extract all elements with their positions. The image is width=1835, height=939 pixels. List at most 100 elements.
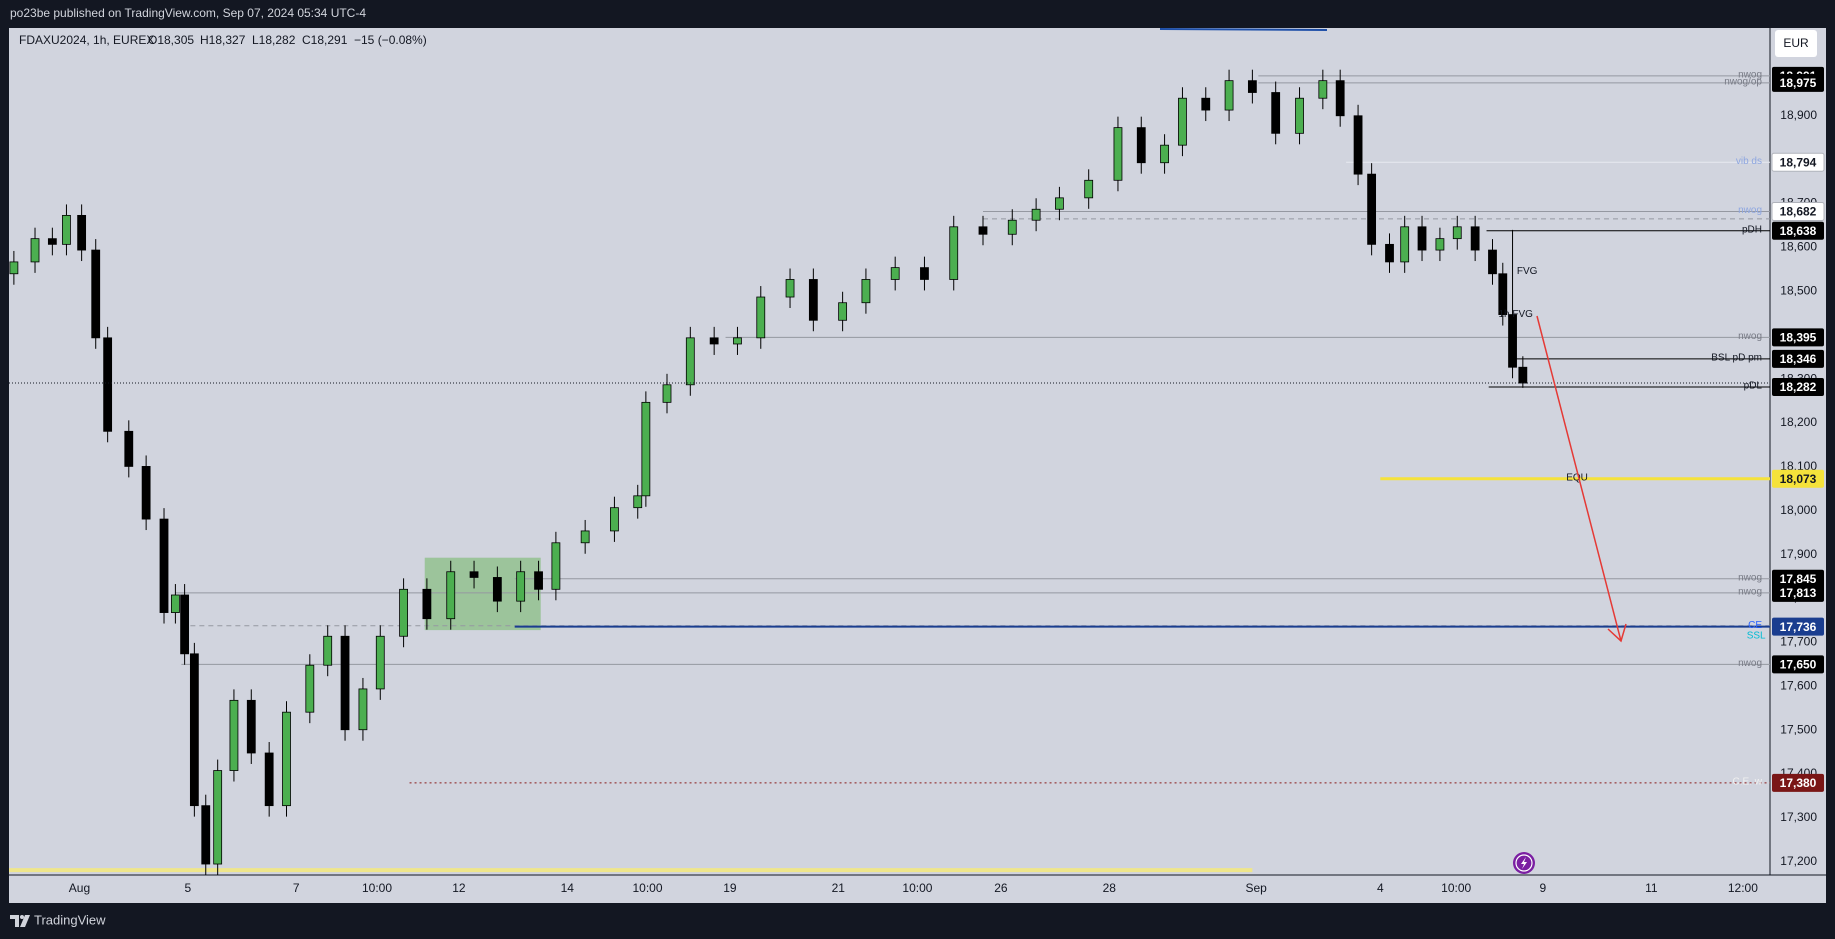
candle-body (641, 401, 651, 497)
candle-body (91, 249, 101, 339)
symbol: FDAXU2024, 1h, EUREX (19, 33, 154, 47)
x-tick-label: 5 (185, 881, 192, 895)
candle-body (1452, 226, 1462, 240)
candle-body (170, 594, 180, 613)
candle-body (785, 279, 795, 298)
level-label: nwog (1738, 69, 1762, 80)
change: −15 (−0.08%) (354, 33, 427, 47)
y-tick-label: 17,700 (1780, 635, 1817, 649)
candle-body (808, 279, 818, 321)
logo-part (20, 915, 30, 927)
candle-body (47, 238, 57, 245)
x-tick-label: 21 (832, 881, 846, 895)
arrow-line (1536, 315, 1622, 642)
price-tag-label: 18,682 (1780, 205, 1817, 219)
candle-body (1113, 127, 1123, 181)
candle-body (282, 711, 291, 807)
candle-body (180, 594, 190, 655)
drawing-line (1159, 28, 1328, 31)
y-tick-label: 18,200 (1780, 415, 1817, 429)
candle-body (77, 214, 87, 251)
price-tag (1772, 328, 1824, 347)
price-tag (1772, 569, 1824, 588)
price-tag (1772, 773, 1824, 792)
candle-body (1295, 97, 1304, 134)
candle-body (375, 635, 385, 690)
level-label: C.E. w (1733, 776, 1763, 787)
level-label: nwog/op (1724, 76, 1762, 87)
y-tick-label: 18,500 (1780, 283, 1817, 297)
y-tick-label: 17,600 (1780, 678, 1817, 692)
candle-body (838, 302, 848, 321)
candle-body (358, 688, 368, 731)
candle-body (1417, 226, 1427, 251)
candle-body (920, 267, 929, 280)
x-tick-label: 7 (293, 881, 300, 895)
annotation: 1h FVG (1498, 309, 1533, 320)
candle-body (469, 571, 479, 578)
candle-body (685, 337, 695, 386)
candle-body (733, 337, 742, 345)
y-tick-label: 17,300 (1780, 810, 1817, 824)
candle-body (9, 261, 19, 275)
candle-body (492, 577, 502, 602)
currency[interactable]: EUR (1783, 36, 1809, 50)
candle-body (580, 530, 590, 544)
symbol-header: FDAXU2024, 1h, EUREX O18,305 H18,327 L18… (19, 33, 427, 47)
x-tick-label: 28 (1103, 881, 1117, 895)
annotation: FVG (1517, 266, 1538, 277)
candle-body (1488, 249, 1497, 275)
candle-body (978, 226, 988, 235)
candle-body (534, 571, 543, 590)
candle-body (103, 337, 113, 432)
x-tick-label: 12:00 (1728, 881, 1758, 895)
price-tag-label: 18,282 (1780, 380, 1817, 394)
x-tick-label: 10:00 (902, 881, 932, 895)
candle-body (1084, 179, 1094, 199)
candle-body (1470, 226, 1480, 251)
ohlc-high: H18,327 (200, 33, 246, 47)
candle-body (264, 752, 274, 807)
candle-body (1201, 97, 1211, 111)
candle-body (610, 507, 619, 532)
price-tag (1772, 583, 1824, 602)
candle-body (30, 238, 40, 263)
candle-body (323, 635, 333, 666)
candle-body (213, 770, 223, 865)
x-tick-label: 19 (723, 881, 737, 895)
y-tick-label: 17,500 (1780, 722, 1817, 736)
candle-body (305, 664, 315, 713)
candle-body (756, 296, 766, 339)
arrow (1536, 315, 1627, 643)
x-tick-label: Sep (1245, 881, 1267, 895)
x-tick-label: 12 (452, 881, 466, 895)
currency-button[interactable] (1775, 30, 1817, 57)
candle-body (1508, 314, 1517, 368)
ohlc-close: C18,291 (302, 33, 348, 47)
candle-body (189, 653, 199, 807)
candle-body (633, 495, 643, 509)
candle-body (1385, 243, 1394, 263)
y-tick-label: 18,600 (1780, 240, 1817, 254)
price-tag (1772, 617, 1824, 636)
x-tick-label: 10:00 (362, 881, 392, 895)
price-tag-label: 18,975 (1780, 76, 1817, 90)
price-tag-label: 17,845 (1780, 572, 1817, 586)
candle-body (422, 588, 432, 620)
y-tick-label: 17,900 (1780, 547, 1817, 561)
candle-body (551, 542, 561, 590)
ohlc-open: O18,305 (148, 33, 194, 47)
level-label: nwog (1738, 572, 1762, 583)
price-tag-label: 17,813 (1780, 586, 1817, 600)
publish-note: po23be published on TradingView.com, Sep… (10, 6, 366, 20)
x-tick-label: 10:00 (632, 881, 662, 895)
candle-body (1318, 80, 1328, 99)
logo-part (20, 915, 24, 919)
candle-body (1247, 80, 1257, 93)
candle-body (246, 699, 256, 754)
candle-body (516, 571, 526, 602)
candle-body (1367, 173, 1377, 245)
annotation: SSL (1747, 630, 1766, 641)
price-tag (1772, 221, 1824, 240)
